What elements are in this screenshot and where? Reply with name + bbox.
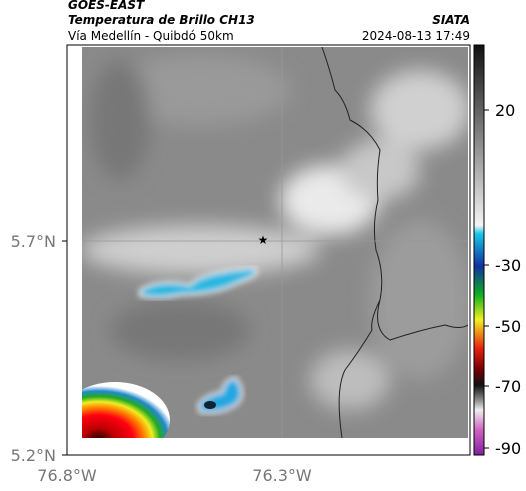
- colorbar-label: 20: [495, 101, 515, 120]
- lat-label: 5.2°N: [11, 446, 56, 465]
- header-title: Temperatura de Brillo CH13: [68, 13, 255, 27]
- lon-label: 76.8°W: [37, 466, 97, 485]
- colorbar-label: -30: [495, 256, 521, 275]
- colorbar-label: -50: [495, 317, 521, 336]
- satellite-image: ★: [82, 47, 468, 438]
- header-timestamp: 2024-08-13 17:49: [362, 29, 470, 43]
- colorbar-label: -90: [495, 439, 521, 458]
- header-line: GOES-EAST: [68, 0, 145, 12]
- colorbar-label: -70: [495, 377, 521, 396]
- colorbar: [473, 44, 485, 456]
- header-source: SIATA: [432, 13, 470, 27]
- header-subtitle: Vía Medellín - Quibdó 50km: [68, 29, 234, 43]
- colorbar-ticks: [484, 109, 489, 449]
- location-marker: ★: [258, 233, 269, 247]
- lon-label: 76.3°W: [252, 466, 312, 485]
- lat-label: 5.7°N: [11, 232, 56, 251]
